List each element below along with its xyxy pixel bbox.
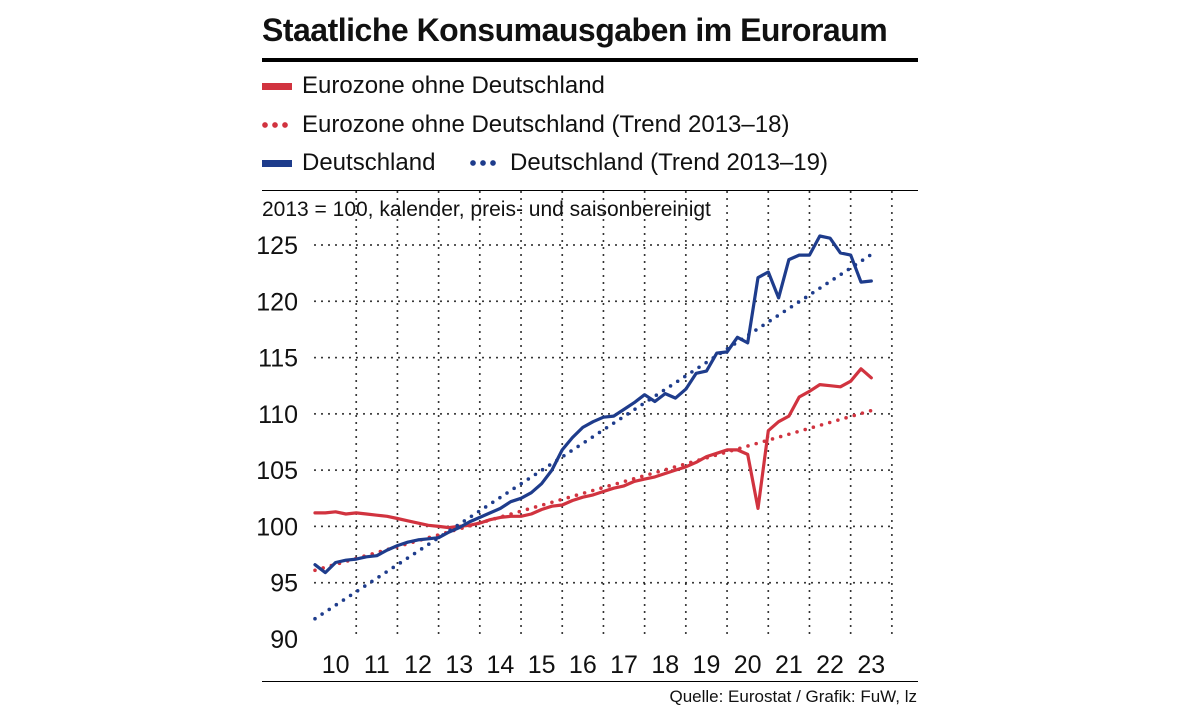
x-tick-label: 11: [364, 651, 390, 679]
x-tick-label: 10: [322, 651, 350, 679]
legend-item-eurozone: Eurozone ohne Deutschland: [262, 72, 605, 100]
x-tick-label: 18: [651, 651, 679, 679]
x-tick-label: 17: [610, 651, 638, 679]
legend-item-deutschland-trend: Deutschland (Trend 2013–19): [470, 149, 828, 177]
x-tick-label: 20: [734, 651, 762, 679]
legend-label-eurozone: Eurozone ohne Deutschland: [302, 72, 605, 99]
legend-label-eurozone-trend: Eurozone ohne Deutschland (Trend 2013–18…: [302, 111, 790, 138]
x-tick-label: 15: [528, 651, 556, 679]
y-tick-label: 90: [270, 626, 298, 654]
legend-swatch-red-dotted: [262, 122, 292, 128]
legend-item-eurozone-trend: Eurozone ohne Deutschland (Trend 2013–18…: [262, 111, 789, 139]
y-tick-label: 95: [270, 570, 298, 598]
series-line-blue-dotted: [313, 250, 878, 621]
x-tick-label: 12: [404, 651, 432, 679]
legend-label-deutschland-trend: Deutschland (Trend 2013–19): [510, 149, 828, 176]
x-tick-label: 19: [693, 651, 721, 679]
legend-label-deutschland: Deutschland: [302, 149, 436, 176]
series-line-red-solid: [313, 367, 873, 530]
title-rule: [262, 58, 918, 62]
y-tick-label: 125: [256, 232, 298, 260]
footer-rule: [262, 681, 918, 682]
chart-title: Staatliche Konsumausgaben im Euroraum: [262, 12, 888, 48]
y-tick-label: 115: [258, 345, 298, 373]
legend-item-deutschland: Deutschland: [262, 149, 435, 177]
y-tick-label: 110: [258, 401, 298, 429]
x-tick-label: 22: [816, 651, 844, 679]
x-tick-label: 23: [857, 651, 885, 679]
series-line-red-dotted: [313, 407, 878, 573]
source-note: Quelle: Eurostat / Grafik: FuW, lz: [669, 687, 917, 706]
y-tick-label: 100: [256, 513, 298, 541]
y-tick-label: 105: [256, 457, 298, 485]
legend-swatch-blue-dotted: [470, 160, 500, 166]
x-tick-label: 14: [487, 651, 515, 679]
legend-swatch-blue-solid: [262, 159, 292, 167]
legend-swatch-red-solid: [262, 82, 292, 90]
x-tick-label: 13: [445, 651, 473, 679]
chart-subtitle: 2013 = 100, kalender, preis- und saisonb…: [262, 198, 711, 221]
y-tick-label: 120: [256, 288, 298, 316]
series-line-blue-solid: [313, 234, 873, 575]
x-tick-label: 16: [569, 651, 597, 679]
x-tick-label: 21: [775, 651, 803, 679]
legend-rule: [262, 190, 918, 191]
